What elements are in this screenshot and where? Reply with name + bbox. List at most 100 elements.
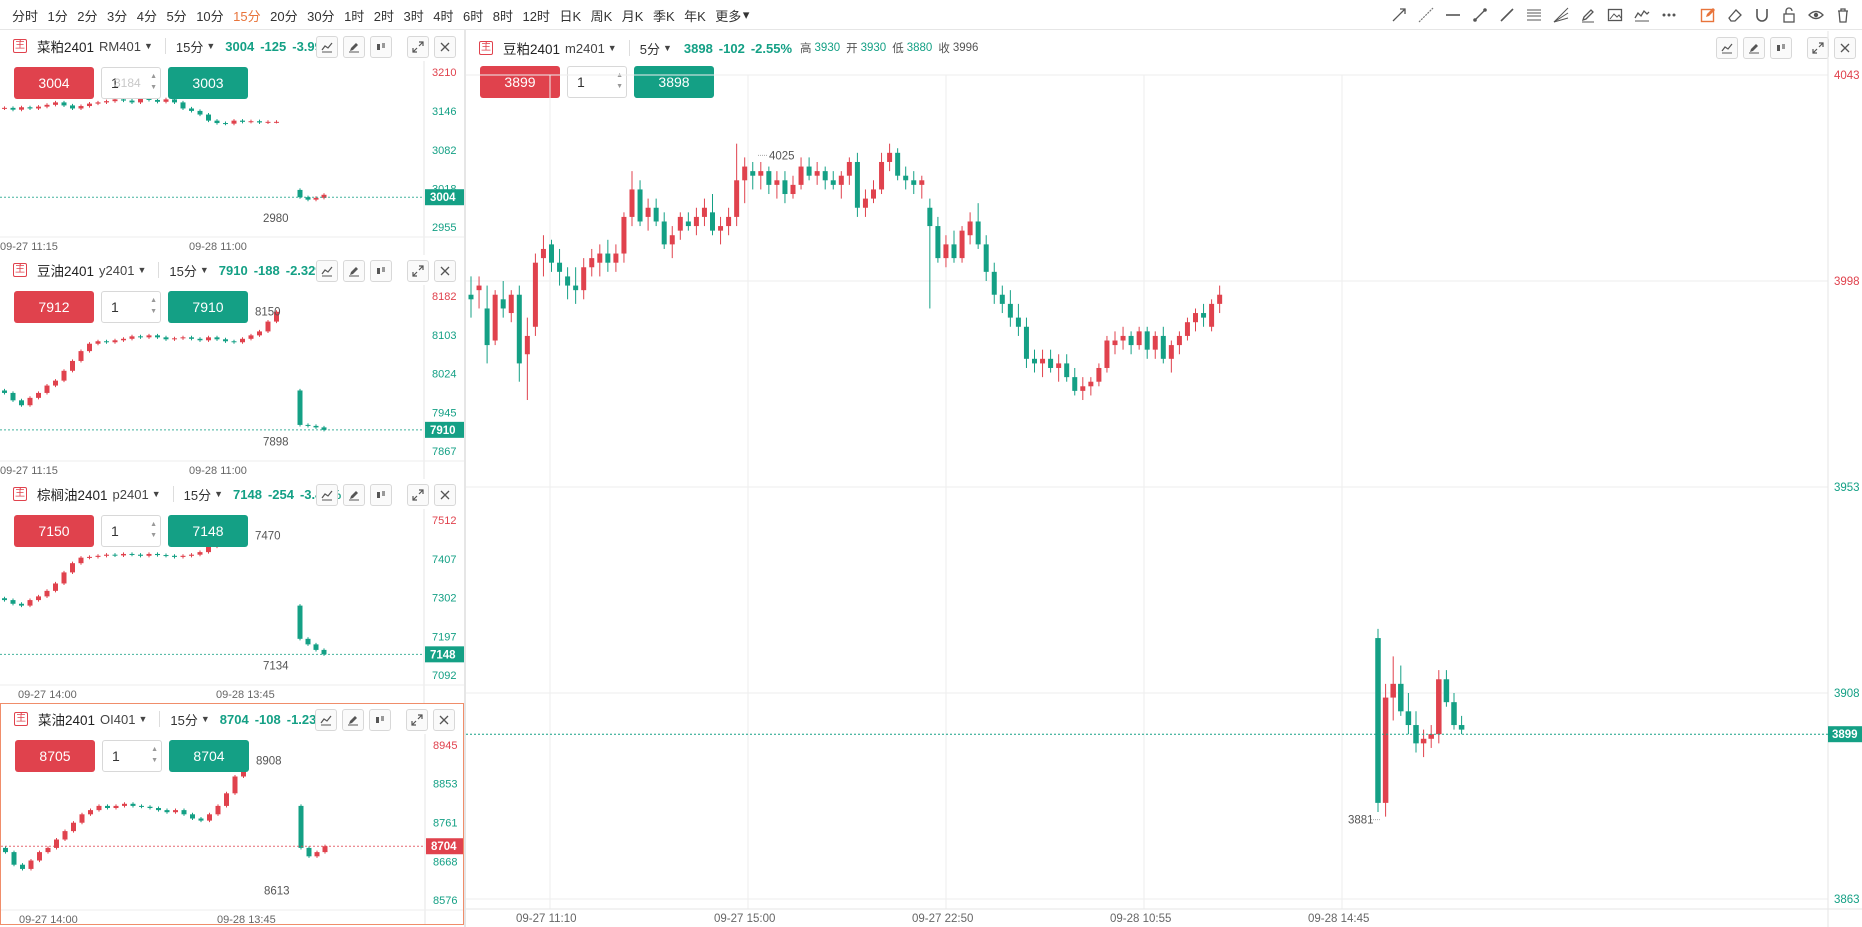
close-icon[interactable] xyxy=(434,36,456,58)
period-selector[interactable]: 15分 xyxy=(183,487,212,503)
main-buy-button[interactable]: 3899 xyxy=(480,66,560,98)
buy-button[interactable]: 8705 xyxy=(15,740,95,772)
sell-button[interactable]: 7910 xyxy=(168,291,248,323)
period-selector[interactable]: 15分 xyxy=(169,263,197,279)
chevron-down-icon[interactable]: ▼ xyxy=(143,41,153,51)
period-16[interactable]: 12时 xyxy=(522,8,550,24)
eraser-icon[interactable] xyxy=(1721,0,1748,30)
draw-pen-icon[interactable] xyxy=(342,709,364,731)
horizontal-line-icon[interactable] xyxy=(1439,0,1466,30)
indicator-icon[interactable] xyxy=(316,484,338,506)
symbol-name[interactable]: 棕榈油2401 xyxy=(37,488,108,503)
eye-icon[interactable] xyxy=(1802,0,1829,30)
period-4[interactable]: 4分 xyxy=(136,8,157,24)
stepper-arrows-icon[interactable]: ▲▼ xyxy=(150,521,157,539)
brush-icon[interactable] xyxy=(1574,0,1601,30)
buy-button[interactable]: 3004 xyxy=(14,67,94,99)
period-14[interactable]: 6时 xyxy=(463,8,484,24)
trash-icon[interactable] xyxy=(1829,0,1856,30)
main-contract-badge[interactable]: 主 xyxy=(479,41,493,55)
close-icon[interactable] xyxy=(434,484,456,506)
period-8[interactable]: 20分 xyxy=(270,8,298,24)
compare-icon[interactable] xyxy=(370,260,392,282)
indicator-icon[interactable] xyxy=(315,709,337,731)
stepper-arrows-icon[interactable]: ▲▼ xyxy=(150,73,157,91)
draw-pen-icon[interactable] xyxy=(343,484,365,506)
compare-icon[interactable] xyxy=(370,484,392,506)
draw-pen-icon[interactable] xyxy=(343,260,365,282)
symbol-code[interactable]: y2401 xyxy=(99,262,135,278)
wave-icon[interactable] xyxy=(1628,0,1655,30)
compare-icon[interactable] xyxy=(1770,37,1792,59)
sell-button[interactable]: 3003 xyxy=(168,67,248,99)
period-10[interactable]: 1时 xyxy=(344,8,365,24)
contract-badge[interactable]: 主 xyxy=(13,39,27,53)
period-2[interactable]: 2分 xyxy=(77,8,98,24)
edit-active-icon[interactable] xyxy=(1694,0,1721,30)
chevron-down-icon[interactable]: ▼ xyxy=(200,714,210,724)
chevron-down-icon[interactable]: ▼ xyxy=(138,714,148,724)
sell-button[interactable]: 7148 xyxy=(168,515,248,547)
close-icon[interactable] xyxy=(433,709,455,731)
quantity-stepper[interactable]: 1 ▲ ▼ xyxy=(101,291,161,323)
symbol-code[interactable]: OI401 xyxy=(100,711,136,727)
main-symbol-name[interactable]: 豆粕2401 xyxy=(503,42,561,57)
magnet-icon[interactable] xyxy=(1748,0,1775,30)
mini-chart-pane[interactable]: 主 豆油2401 y2401 ▼ 15分 ▼ 7910 -188 -2.32% … xyxy=(0,255,464,479)
main-candlestick-chart[interactable]: 4043 3998 3953 3908 3863 09-27 11:10 09-27 15:… xyxy=(466,31,1862,927)
pane-divider[interactable] xyxy=(464,30,466,927)
image-icon[interactable] xyxy=(1601,0,1628,30)
chevron-down-icon[interactable]: ▼ xyxy=(214,489,224,499)
mini-line-chart[interactable]: 8945 8853 8761 8668 8576 09-27 14:00 09-28 13:… xyxy=(1,704,464,925)
fibonacci-icon[interactable] xyxy=(1520,0,1547,30)
sell-button[interactable]: 8704 xyxy=(169,740,249,772)
main-period-selector[interactable]: 5分 xyxy=(639,41,660,57)
mini-chart-pane[interactable]: 主 棕榈油2401 p2401 ▼ 15分 ▼ 7148 -254 -3.43%… xyxy=(0,479,464,703)
extended-line-icon[interactable] xyxy=(1412,0,1439,30)
period-5[interactable]: 5分 xyxy=(166,8,187,24)
period-selector[interactable]: 15分 xyxy=(175,39,204,55)
mini-line-chart[interactable]: 8182 8103 8024 7945 7867 09-27 11:15 09-28 11:… xyxy=(0,255,464,479)
symbol-name[interactable]: 菜粕2401 xyxy=(37,40,95,55)
contract-badge[interactable]: 主 xyxy=(14,712,28,726)
arrow-line-icon[interactable] xyxy=(1493,0,1520,30)
indicator-icon[interactable] xyxy=(316,36,338,58)
chevron-down-icon[interactable]: ▼ xyxy=(607,43,617,53)
period-9[interactable]: 30分 xyxy=(307,8,335,24)
main-chart-pane[interactable]: 主 豆粕2401 m2401 ▼ 5分 ▼ 3898 -102 -2.55% 高… xyxy=(466,31,1862,927)
quantity-stepper[interactable]: 1 3184 ▲ ▼ xyxy=(101,67,161,99)
compare-icon[interactable] xyxy=(369,709,391,731)
lock-icon[interactable] xyxy=(1775,0,1802,30)
chevron-down-icon[interactable]: ▼ xyxy=(151,489,161,499)
expand-icon[interactable] xyxy=(407,484,429,506)
expand-icon[interactable] xyxy=(407,36,429,58)
expand-icon[interactable] xyxy=(407,260,429,282)
indicator-icon[interactable] xyxy=(1716,37,1738,59)
draw-pen-icon[interactable] xyxy=(1743,37,1765,59)
symbol-name[interactable]: 豆油2401 xyxy=(37,264,95,279)
period-1[interactable]: 1分 xyxy=(47,8,68,24)
period-3[interactable]: 3分 xyxy=(106,8,128,24)
more-icon[interactable] xyxy=(1655,0,1682,30)
period-13[interactable]: 4时 xyxy=(433,8,454,24)
period-selector[interactable]: 15分 xyxy=(170,712,198,728)
buy-button[interactable]: 7150 xyxy=(14,515,94,547)
period-20[interactable]: 季K xyxy=(652,8,675,24)
symbol-code[interactable]: p2401 xyxy=(112,486,149,502)
close-icon[interactable] xyxy=(1834,37,1856,59)
main-sell-button[interactable]: 3898 xyxy=(634,66,714,98)
period-7[interactable]: 15分 xyxy=(233,8,261,24)
period-17[interactable]: 日K xyxy=(559,8,582,24)
mini-chart-pane[interactable]: 主 菜粕2401 RM401 ▼ 15分 ▼ 3004 -125 -3.99% … xyxy=(0,31,464,255)
segment-line-icon[interactable] xyxy=(1466,0,1493,30)
buy-button[interactable]: 7912 xyxy=(14,291,94,323)
period-22[interactable]: 更多 xyxy=(715,8,742,24)
mini-chart-pane[interactable]: 主 菜油2401 OI401 ▼ 15分 ▼ 8704 -108 -1.23% … xyxy=(0,703,464,925)
chevron-down-icon[interactable]: ▼ xyxy=(199,265,209,275)
period-15[interactable]: 8时 xyxy=(492,8,513,24)
expand-icon[interactable] xyxy=(406,709,428,731)
stepper-arrows-icon[interactable]: ▲▼ xyxy=(150,297,157,315)
period-19[interactable]: 月K xyxy=(621,8,644,24)
symbol-name[interactable]: 菜油2401 xyxy=(38,713,96,728)
